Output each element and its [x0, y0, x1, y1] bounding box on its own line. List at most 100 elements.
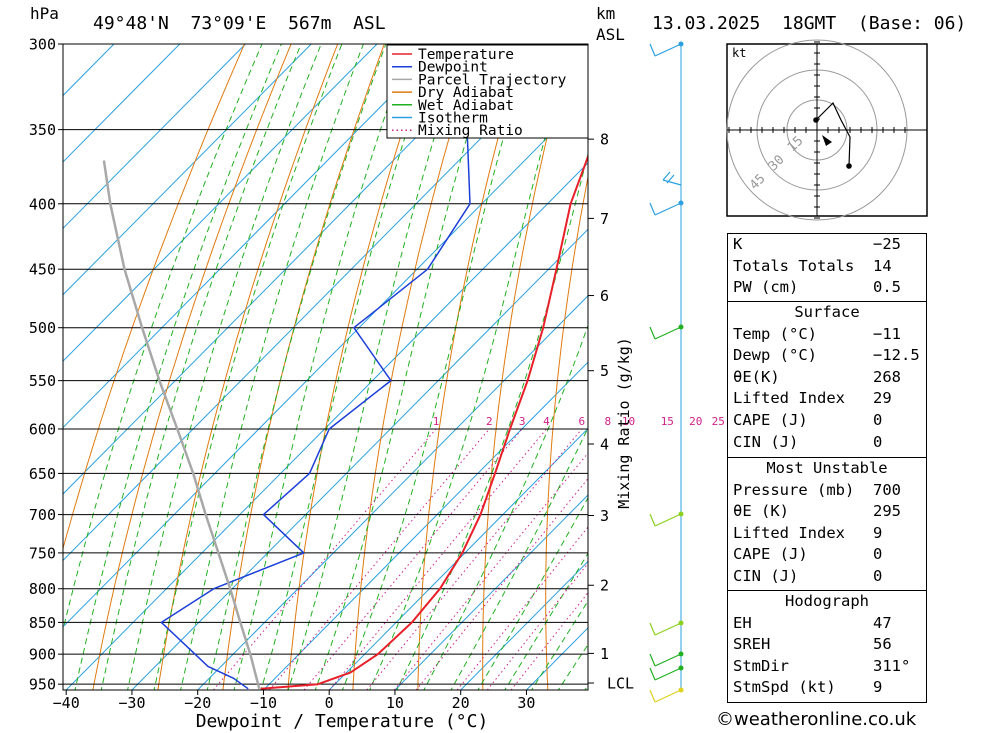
wind-barb-feather — [649, 653, 656, 667]
most-unstable-title: Most Unstable — [766, 459, 888, 477]
most-unstable-panel: Most Unstable Pressure (mb) 700 θE (K) 295 L… — [727, 457, 927, 591]
height-axis: 8 7 6 5 4 3 2 1 LCL — [588, 131, 634, 693]
km-tick-label: 1 — [600, 645, 609, 663]
wet-adiabat-line — [180, 44, 364, 690]
legend-label: Dry Adiabat — [418, 85, 514, 101]
index-row: Lifted Index 9 — [728, 523, 926, 545]
km-tick-label: LCL — [607, 675, 634, 693]
index-value: 9 — [873, 523, 883, 542]
wet-adiabat-line — [341, 44, 531, 690]
index-label: K — [733, 235, 743, 253]
pressure-tick-label: 900 — [29, 646, 56, 664]
temperature-tick-label: 20 — [452, 694, 470, 712]
index-value: 14 — [873, 256, 892, 275]
index-row: StmDir 311° — [728, 656, 926, 678]
storm-motion-icon — [822, 135, 832, 146]
index-label: StmSpd (kt) — [733, 678, 836, 697]
index-row: K −25 — [728, 234, 926, 256]
mixing-ratio-tick-label: 25 — [712, 415, 725, 428]
index-row: SREH 56 — [728, 634, 926, 656]
index-label: Dewp (°C) — [733, 346, 817, 365]
index-value: 0 — [873, 432, 883, 451]
mixing-ratio-line — [303, 428, 523, 690]
wind-barb-staff — [654, 513, 682, 527]
pressure-tick-label: 850 — [29, 614, 56, 632]
index-value: 0 — [873, 545, 883, 564]
site-link[interactable]: weatheronline.co.uk — [734, 709, 917, 730]
index-label: θE(K) — [733, 367, 780, 386]
hodograph-start-point — [813, 117, 819, 123]
hodograph-unit: kt — [732, 46, 746, 60]
temperature-tick-label: −20 — [184, 694, 211, 712]
index-value: 0 — [873, 566, 883, 585]
wind-barb-staff — [654, 202, 682, 216]
index-value: 0.5 — [873, 278, 901, 297]
wet-adiabat-line — [74, 44, 282, 690]
mixing-ratio-tick-label: 1 — [433, 415, 440, 428]
index-value: −11 — [873, 324, 901, 343]
index-value: −12.5 — [873, 346, 920, 365]
legend-label: Isotherm — [418, 111, 488, 127]
wind-barb — [649, 687, 684, 703]
km-tick-label: 5 — [600, 362, 609, 380]
km-tick-label: 7 — [600, 210, 609, 228]
isotherm-line — [63, 44, 378, 362]
wind-barb-staff — [654, 653, 682, 667]
wet-adiabat-line — [396, 152, 588, 690]
pressure-tick-label: 600 — [29, 420, 56, 438]
wind-barb-feather — [649, 689, 656, 703]
index-row: θE(K) 268 — [728, 367, 926, 389]
hodograph-trace — [815, 101, 851, 167]
legend-label: Wet Adiabat — [418, 98, 514, 114]
isotherm-line — [394, 494, 588, 690]
mixing-ratio-tick-label: 8 — [605, 415, 612, 428]
upper-wind-barb — [662, 171, 682, 186]
wind-barb — [649, 200, 684, 216]
index-row: Temp (°C) −11 — [728, 324, 926, 346]
index-label: Lifted Index — [733, 523, 845, 542]
index-label: PW (cm) — [733, 278, 799, 297]
wind-barb-feather — [649, 326, 656, 340]
legend-label: Dewpoint — [418, 60, 488, 76]
mixing-ratio-tick-label: 10 — [622, 415, 635, 428]
isotherm-line — [263, 361, 588, 690]
wind-profile — [649, 41, 684, 703]
surface-title: Surface — [794, 303, 860, 321]
km-tick-label: 6 — [600, 287, 609, 305]
copyright-footer[interactable]: ©weatheronline.co.uk — [716, 709, 916, 730]
wet-adiabat-line — [153, 44, 343, 690]
wind-barb-feather — [666, 174, 675, 184]
x-axis-title: Dewpoint / Temperature (°C) — [196, 711, 489, 732]
wind-barb-feather — [649, 43, 656, 57]
mixing-ratio-tick-label: 3 — [519, 415, 526, 428]
wet-adiabat-line — [100, 44, 302, 690]
index-value: 47 — [873, 613, 892, 632]
temperature-axis: −40 −30 −20 −10 0 10 20 30 — [53, 690, 535, 712]
index-row: PW (cm) 0.5 — [728, 277, 926, 299]
pressure-tick-label: 450 — [29, 261, 56, 279]
pressure-tick-label: 650 — [29, 465, 56, 483]
temperature-tick-label: 10 — [386, 694, 404, 712]
wet-adiabat-line — [63, 44, 263, 632]
pressure-tick-label: 950 — [29, 676, 56, 694]
pressure-tick-label: 500 — [29, 319, 56, 337]
legend-label: Mixing Ratio — [418, 123, 523, 139]
isotherm-line — [131, 228, 588, 690]
wet-adiabat-line — [260, 44, 437, 690]
wind-barb-feather — [649, 202, 656, 216]
index-row: StmSpd (kt) 9 — [728, 677, 926, 699]
index-row: CAPE (J) 0 — [728, 544, 926, 566]
index-label: Temp (°C) — [733, 324, 817, 343]
index-row: Totals Totals 14 — [728, 256, 926, 278]
km-tick-label: 4 — [600, 435, 609, 453]
wind-barb-staff — [654, 667, 682, 681]
wet-adiabat-line — [127, 44, 322, 690]
index-row: Pressure (mb) 700 — [728, 480, 926, 502]
index-row: CIN (J) 0 — [728, 432, 926, 454]
dry-adiabat-line — [157, 44, 339, 690]
parcel-trajectory-line — [102, 160, 261, 690]
mixing-ratio-labels: 1 2 3 4 6 8 10 15 20 25 — [433, 415, 725, 428]
index-label: CIN (J) — [733, 432, 799, 451]
wind-barb — [649, 651, 684, 667]
